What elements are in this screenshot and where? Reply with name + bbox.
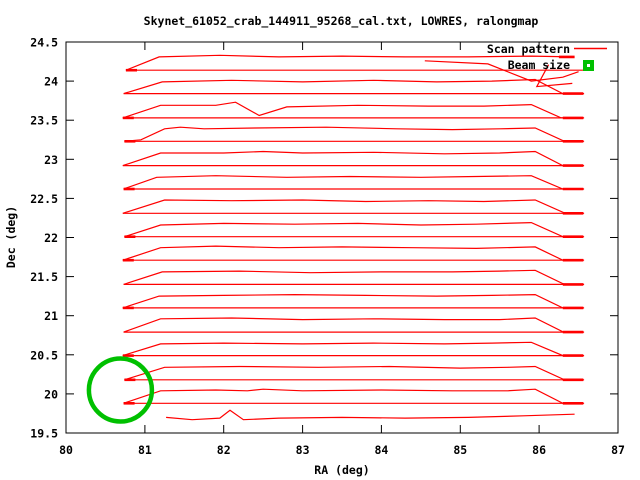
scan-row-wavy-line <box>122 341 583 357</box>
y-tick-label: 23 <box>44 153 58 167</box>
x-tick-label: 82 <box>217 443 231 457</box>
y-axis-label: Dec (deg) <box>4 206 18 268</box>
x-tick-label: 83 <box>296 443 310 457</box>
x-tick-label: 87 <box>611 443 625 457</box>
scan-row-wavy-line <box>122 199 584 214</box>
y-tick-label: 20 <box>44 387 58 401</box>
scan-row-wavy-line <box>122 101 584 119</box>
scan-row-wavy-line <box>122 150 583 167</box>
y-tick-label: 23.5 <box>30 114 58 128</box>
y-tick-label: 24.5 <box>30 36 58 50</box>
scan-row-wavy-line <box>122 245 584 261</box>
scan-row-wavy-line <box>123 388 583 404</box>
slew-anomaly-line <box>424 60 579 82</box>
chart-title: Skynet_61052_crab_144911_95268_cal.txt, … <box>144 14 539 29</box>
y-tick-label: 21.5 <box>30 270 58 284</box>
scan-row-wavy-line <box>125 54 573 71</box>
scan-row-wavy-line <box>122 293 583 309</box>
x-tick-label: 80 <box>59 443 73 457</box>
bottom-partial-scan-line <box>166 409 575 421</box>
legend-label-scan-pattern: Scan pattern <box>487 42 570 56</box>
y-tick-label: 24 <box>44 75 58 89</box>
scan-row-wavy-line <box>123 317 584 333</box>
x-tick-label: 81 <box>138 443 152 457</box>
x-tick-label: 85 <box>453 443 467 457</box>
scan-row-wavy-line <box>123 175 584 190</box>
scan-row-wavy-line <box>124 221 583 238</box>
y-tick-label: 19.5 <box>30 427 58 441</box>
legend: Scan pattern Beam size <box>487 42 607 72</box>
x-tick-label: 86 <box>532 443 546 457</box>
slew-anomaly-line <box>535 64 573 88</box>
scan-row-wavy-line <box>123 269 584 285</box>
y-tick-label: 21 <box>44 309 58 323</box>
x-axis-label: RA (deg) <box>314 463 369 477</box>
scan-row-wavy-line <box>124 365 584 381</box>
beam-size-circle <box>86 356 155 424</box>
scan-row-wavy-line <box>124 126 584 142</box>
y-tick-label: 20.5 <box>30 348 58 362</box>
scan-row-wavy-line <box>123 78 584 95</box>
x-tick-label: 84 <box>374 443 388 457</box>
beam-size-marker-hole <box>587 64 590 67</box>
legend-label-beam-size: Beam size <box>508 58 570 72</box>
y-tick-label: 22 <box>44 231 58 245</box>
y-tick-label: 22.5 <box>30 192 58 206</box>
plot-area: 80 81 82 83 84 85 86 87 19.5 20 20.5 21 21.5 22 22.5 23… <box>30 36 625 458</box>
